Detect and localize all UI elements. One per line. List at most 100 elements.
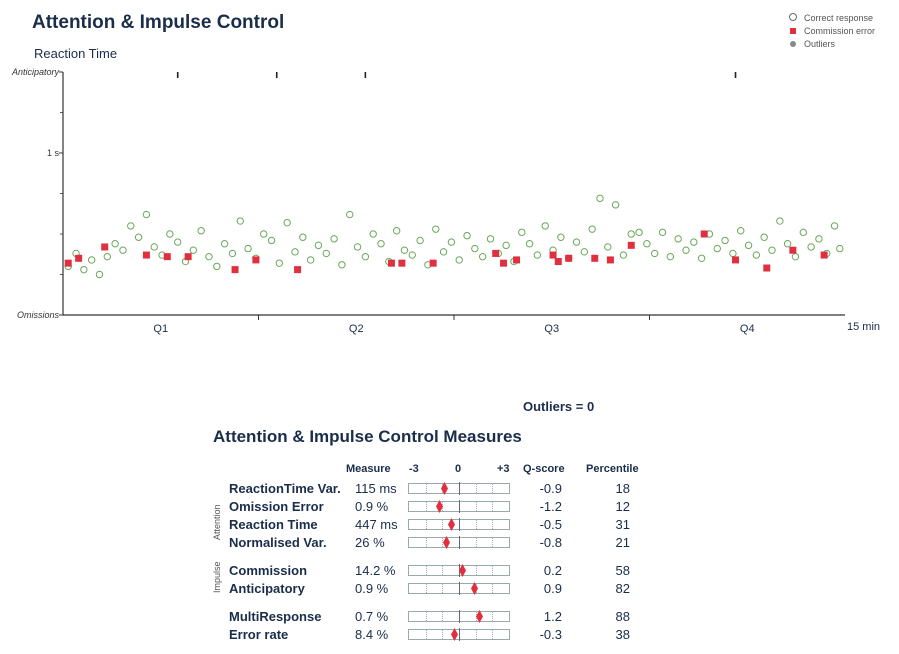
qscore-marker-icon [436,500,443,513]
correct-response-point [830,222,839,230]
commission-error-point [398,259,406,267]
correct-response-point [815,235,823,243]
header-scale-mid: 0 [455,463,462,475]
qscore-value: -0.8 [539,535,562,550]
chart-axes [59,71,845,320]
correct-response-point [408,251,416,259]
correct-response-point [541,222,549,230]
correct-response-point [134,233,143,241]
commission-error-point [554,258,562,266]
legend-entry-outliers: Outliers [788,38,875,51]
measure-name: Commission [229,563,308,578]
correct-response-point [119,246,127,254]
qscore-value: 1.2 [543,609,562,624]
commission-error-point [627,241,635,249]
bar-gridline [492,630,494,639]
measure-name: Omission Error [229,499,324,514]
header-qscore: Q-score [523,463,565,475]
correct-response-point [377,240,385,248]
percentile-value: 12 [615,499,630,514]
header-scale-min: -3 [409,463,419,475]
correct-response-point [283,218,291,227]
correct-response-point [807,243,815,251]
correct-response-point [213,262,221,271]
measure-row: Error rate 8.4 % -0.3 38 [0,627,899,643]
correct-response-point [651,249,659,258]
correct-response-point [173,238,182,246]
chart-subtitle: Reaction Time [34,46,118,61]
measure-value: 0.9 % [355,499,389,514]
commission-error-point [500,259,508,267]
commission-error-point [252,256,260,264]
correct-response-point [306,256,315,264]
correct-response-point [471,244,479,253]
bar-gridline [475,566,477,575]
qscore-bar [408,582,510,595]
correct-response-point [478,252,487,261]
correct-response-point [205,252,213,261]
correct-response-point [111,240,119,248]
correct-response-point [455,256,463,264]
page-title: Attention & Impulse Control [32,12,285,33]
bar-zero-line [459,628,460,641]
percentile-value: 31 [615,517,630,532]
bar-gridline [492,566,494,575]
percentile-value: 58 [615,563,630,578]
commission-error-point [101,243,109,251]
correct-response-point [127,222,135,230]
measure-name: Error rate [229,627,289,642]
measure-value: 115 ms [355,481,397,496]
measure-value: 8.4 % [355,627,389,642]
measure-row: Normalised Var. 26 % -0.8 21 [0,535,899,551]
red-square-icon [790,28,796,34]
qscore-marker-icon [459,564,467,577]
correct-response-point [674,235,682,243]
correct-response-point [533,251,542,259]
qscore-marker-icon [476,610,483,623]
percentile-value: 88 [615,609,630,624]
percentile-value: 38 [615,627,630,642]
correct-response-point [783,240,792,248]
correct-response-point [557,233,565,241]
bar-gridline [425,584,427,593]
grey-dot-icon [790,41,796,47]
qscore-bar [408,536,510,549]
bar-gridline [475,538,477,547]
legend-entry-commission: Commission error [788,25,875,38]
correct-response-point [260,230,268,238]
correct-response-point [627,230,635,238]
bar-zero-line [459,610,460,623]
correct-response-point [502,241,510,250]
bar-zero-line [459,518,460,531]
outliers-count: Outliers = 0 [523,399,595,414]
bar-gridline [492,612,494,621]
correct-response-point [400,246,409,254]
qscore-marker-icon [471,582,478,595]
commission-error-point [591,254,599,262]
measure-value: 14.2 % [355,563,396,578]
correct-response-point [95,270,104,279]
correct-response-point [80,265,88,274]
correct-response-point [596,194,604,203]
bar-gridline [492,484,494,493]
correct-response-point [836,244,844,253]
measure-row: ReactionTime Var. 115 ms -0.9 18 [0,481,899,497]
commission-error-point [184,253,192,261]
bar-gridline [442,520,444,529]
bar-gridline [475,520,477,529]
correct-response-point [361,252,370,261]
chart-points [64,72,844,279]
qscore-marker-icon [442,536,450,549]
correct-response-point [682,246,690,254]
bar-gridline [475,630,477,639]
bar-zero-line [459,582,460,595]
header-scale-max: +3 [497,463,510,475]
correct-response-point [658,228,667,237]
correct-response-point [518,228,526,237]
measure-row: Commission 14.2 % 0.2 58 [0,563,899,579]
measure-value: 0.7 % [355,609,389,624]
percentile-value: 21 [615,535,630,550]
measure-value: 0.9 % [355,581,389,596]
qscore-bar [408,610,510,623]
correct-response-point [697,254,706,262]
